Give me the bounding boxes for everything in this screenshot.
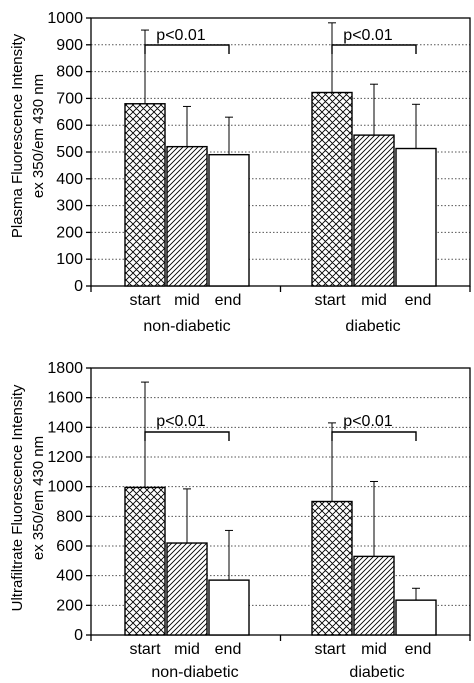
group-label-diabetic: diabetic <box>349 664 404 681</box>
plot-area-ultrafiltrate: 0 200 400 600 800 1000 1200 1400 1600 1800 p<0.01 p… <box>47 360 471 644</box>
y-axis-label-line2: ex 350/em 430 nm <box>30 436 47 560</box>
bar-end-diabetic <box>395 599 437 636</box>
y-tick-label: 0 <box>74 627 83 644</box>
y-tick-label: 400 <box>56 568 83 585</box>
y-tick-label: 1400 <box>47 419 83 436</box>
y-axis-label-line1: Plasma Fluorescence Intensity <box>9 33 26 238</box>
y-tick-label: 1000 <box>47 10 83 27</box>
y-tick-label: 600 <box>56 117 83 134</box>
y-tick-label: 200 <box>56 224 83 241</box>
significance-bracket <box>331 431 417 441</box>
y-axis-label-line2: ex 350/em 430 nm <box>30 74 47 198</box>
significance-label: p<0.01 <box>343 27 392 44</box>
group-label-diabetic: diabetic <box>345 318 400 335</box>
y-tick-label: 300 <box>56 198 83 215</box>
y-tick-label: 200 <box>56 597 83 614</box>
bar-start-non-diabetic <box>124 103 166 287</box>
category-label-start: start <box>314 292 346 309</box>
y-tick-label: 1200 <box>47 449 83 466</box>
significance-bracket <box>331 44 417 54</box>
bar-start-diabetic <box>311 500 353 636</box>
category-label-mid: mid <box>174 292 200 309</box>
y-tick-label: 800 <box>56 64 83 81</box>
bar-mid-diabetic <box>353 555 395 636</box>
y-tick-label: 1600 <box>47 390 83 407</box>
significance-bracket <box>144 431 230 441</box>
category-label-mid: mid <box>361 292 387 309</box>
bar-end-diabetic <box>395 147 437 287</box>
plot-area-plasma: 0 100 200 300 400 500 600 700 800 900 1000 p<0.01 p<… <box>47 10 471 295</box>
category-label-end: end <box>405 641 432 658</box>
bar-mid-non-diabetic <box>166 145 208 287</box>
category-label-end: end <box>405 292 432 309</box>
bar-end-non-diabetic <box>208 579 250 636</box>
y-tick-label: 600 <box>56 538 83 555</box>
panel-plasma: Plasma Fluorescence Intensity ex 350/em … <box>9 10 471 335</box>
category-label-start: start <box>129 641 161 658</box>
category-label-start: start <box>314 641 346 658</box>
group-label-non-diabetic: non-diabetic <box>143 318 230 335</box>
bar-mid-non-diabetic <box>166 542 208 636</box>
y-tick-label: 700 <box>56 90 83 107</box>
y-tick-label: 0 <box>74 278 83 295</box>
y-tick-label: 900 <box>56 37 83 54</box>
category-label-end: end <box>215 292 242 309</box>
significance-bracket <box>144 44 230 54</box>
significance-label: p<0.01 <box>156 413 205 430</box>
significance-label: p<0.01 <box>343 413 392 430</box>
category-label-start: start <box>129 292 161 309</box>
y-tick-label: 800 <box>56 508 83 525</box>
group-label-non-diabetic: non-diabetic <box>151 664 238 681</box>
bar-mid-diabetic <box>353 134 395 287</box>
bar-end-non-diabetic <box>208 153 250 287</box>
y-tick-label: 400 <box>56 171 83 188</box>
panel-ultrafiltrate: Ultrafiltrate Fluorescence Intensity ex … <box>9 360 471 681</box>
category-label-end: end <box>215 641 242 658</box>
bar-start-diabetic <box>311 91 353 287</box>
y-tick-label: 1000 <box>47 479 83 496</box>
y-tick-label: 1800 <box>47 360 83 377</box>
y-axis-label-line1: Ultrafiltrate Fluorescence Intensity <box>9 384 26 611</box>
category-label-mid: mid <box>361 641 387 658</box>
y-tick-label: 500 <box>56 144 83 161</box>
significance-label: p<0.01 <box>156 27 205 44</box>
bar-start-non-diabetic <box>124 486 166 636</box>
y-tick-label: 100 <box>56 251 83 268</box>
category-label-mid: mid <box>174 641 200 658</box>
